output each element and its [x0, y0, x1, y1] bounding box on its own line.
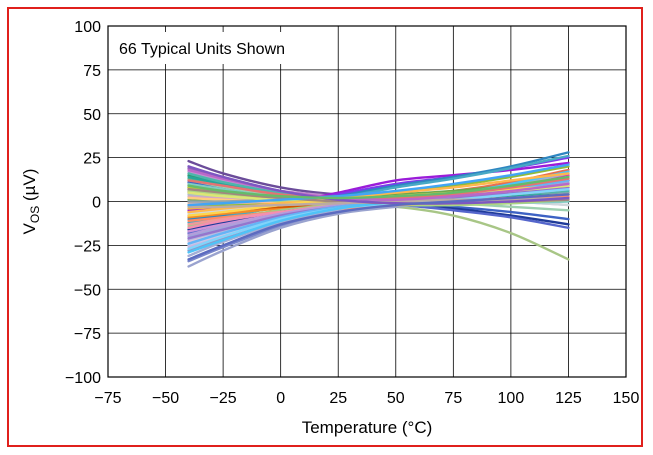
x-tick-label: 50 — [387, 390, 405, 407]
x-tick-label: 0 — [276, 390, 285, 407]
y-tick-labels: −100 −75 −50 −25 0 25 50 75 100 — [65, 19, 101, 387]
y-tick-label: −50 — [74, 282, 101, 299]
x-tick-label: 75 — [444, 390, 462, 407]
x-tick-label: −75 — [94, 390, 121, 407]
series-line-62 — [187, 168, 570, 202]
vos-temperature-chart: −75 −50 −25 0 25 50 75 100 125 150 −100 −75 −50 −25 0… — [20, 19, 639, 437]
annotation-box — [112, 32, 326, 64]
y-tick-label: −100 — [65, 370, 101, 387]
y-tick-label: 25 — [83, 151, 101, 168]
y-tick-label: 50 — [83, 107, 101, 124]
series-line-63 — [187, 165, 570, 205]
x-tick-label: 25 — [329, 390, 347, 407]
plot-border — [107, 25, 627, 378]
x-axis-title: Temperature (°C) — [302, 418, 433, 437]
x-tick-label: 150 — [613, 390, 640, 407]
y-tick-label: 100 — [74, 19, 101, 36]
y-axis-title: VOS (µV) — [20, 169, 42, 235]
y-axis-title-sub: OS — [28, 206, 42, 223]
series-line-66 — [187, 175, 570, 200]
y-tick-label: 75 — [83, 63, 101, 80]
series-line-64 — [187, 193, 570, 261]
annotation-text: 66 Typical Units Shown — [119, 41, 285, 58]
y-axis-title-unit: (µV) — [20, 169, 39, 206]
series-line-56 — [187, 172, 570, 214]
series-line-55 — [187, 170, 570, 254]
x-tick-labels: −75 −50 −25 0 25 50 75 100 125 150 — [94, 390, 639, 407]
x-tick-label: 100 — [498, 390, 525, 407]
x-tick-label: −25 — [210, 390, 237, 407]
series-lines — [187, 151, 570, 268]
series-line-16 — [187, 151, 570, 221]
series-line-65 — [187, 163, 570, 207]
x-tick-label: 125 — [555, 390, 582, 407]
y-axis-title-main: V — [20, 222, 39, 234]
y-tick-label: 0 — [92, 195, 101, 212]
y-tick-label: −25 — [74, 238, 101, 255]
y-tick-label: −75 — [74, 326, 101, 343]
x-tick-label: −50 — [152, 390, 179, 407]
chart-frame: −75 −50 −25 0 25 50 75 100 125 150 −100 −75 −50 −25 0… — [7, 7, 643, 447]
